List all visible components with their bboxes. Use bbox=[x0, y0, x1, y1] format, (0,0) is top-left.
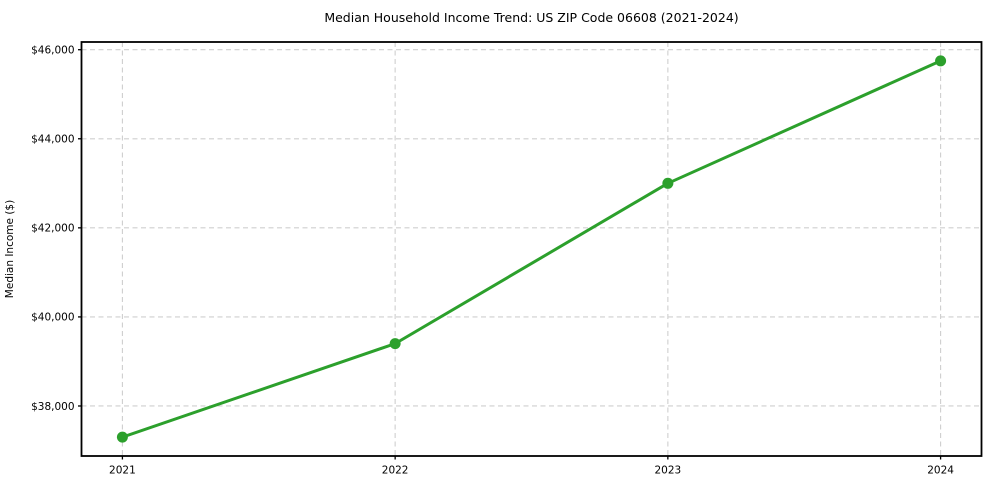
plot-border bbox=[80, 41, 983, 457]
x-tick-label: 2022 bbox=[382, 465, 409, 477]
data-point-2022 bbox=[389, 338, 401, 350]
x-tick-label: 2024 bbox=[927, 465, 954, 477]
trend-line bbox=[120, 59, 943, 439]
data-point-2023 bbox=[662, 177, 674, 189]
y-axis-label: Median Income ($) bbox=[4, 200, 16, 298]
x-tick-label: 2021 bbox=[109, 465, 136, 477]
data-point-2024 bbox=[935, 55, 947, 67]
axes-layer: $38,000 $40,000 $42,000 $44,000 $46,000 2021 2… bbox=[31, 41, 983, 477]
y-tick-label: $42,000 bbox=[31, 223, 74, 235]
grid-layer bbox=[81, 42, 982, 456]
data-point-2021 bbox=[116, 431, 128, 443]
y-tick-label: $40,000 bbox=[31, 312, 74, 324]
x-tick-label: 2023 bbox=[654, 465, 681, 477]
y-tick-label: $38,000 bbox=[31, 401, 74, 413]
y-tick-label: $46,000 bbox=[31, 45, 74, 57]
chart-title: Median Household Income Trend: US ZIP Co… bbox=[324, 10, 738, 25]
series-layer bbox=[116, 55, 947, 443]
y-tick-label: $44,000 bbox=[31, 134, 74, 146]
